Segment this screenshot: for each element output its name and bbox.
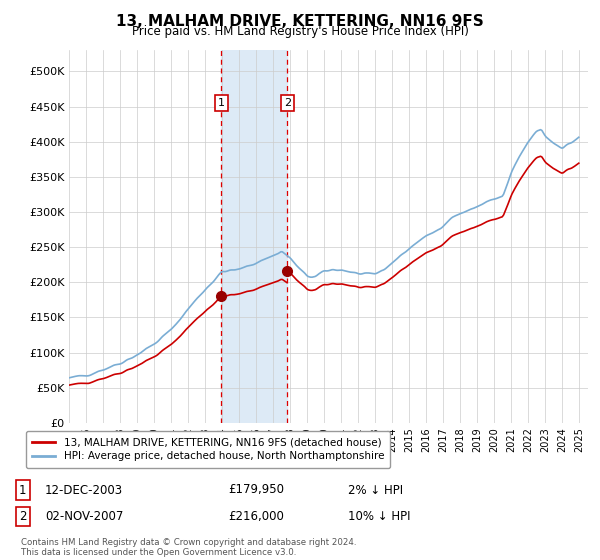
Text: 2% ↓ HPI: 2% ↓ HPI (348, 483, 403, 497)
Text: £179,950: £179,950 (228, 483, 284, 497)
Text: 13, MALHAM DRIVE, KETTERING, NN16 9FS: 13, MALHAM DRIVE, KETTERING, NN16 9FS (116, 14, 484, 29)
Text: £216,000: £216,000 (228, 510, 284, 523)
Legend: 13, MALHAM DRIVE, KETTERING, NN16 9FS (detached house), HPI: Average price, deta: 13, MALHAM DRIVE, KETTERING, NN16 9FS (d… (26, 431, 391, 468)
Text: 2: 2 (284, 98, 291, 108)
Bar (221, 50, 287, 423)
Text: 12-DEC-2003: 12-DEC-2003 (45, 483, 123, 497)
Text: 02-NOV-2007: 02-NOV-2007 (45, 510, 124, 523)
Text: 2: 2 (19, 510, 26, 523)
Text: 1: 1 (218, 98, 225, 108)
Text: Price paid vs. HM Land Registry's House Price Index (HPI): Price paid vs. HM Land Registry's House … (131, 25, 469, 38)
Text: 1: 1 (19, 483, 26, 497)
Text: 10% ↓ HPI: 10% ↓ HPI (348, 510, 410, 523)
Text: Contains HM Land Registry data © Crown copyright and database right 2024.
This d: Contains HM Land Registry data © Crown c… (21, 538, 356, 557)
